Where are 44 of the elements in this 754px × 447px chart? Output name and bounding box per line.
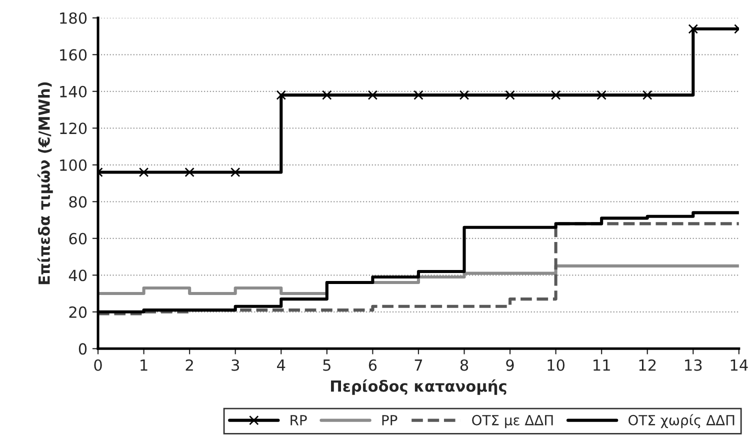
x-tick-label: 11 xyxy=(594,360,610,371)
x-tick-label: 8 xyxy=(460,359,468,371)
x-tick-label: 1 xyxy=(140,360,148,371)
point xyxy=(596,90,606,100)
y-tick-label: 20 xyxy=(69,306,87,318)
x-tick-label: 4 xyxy=(277,360,286,371)
x-tick-label: 3 xyxy=(232,359,239,371)
y-tick-label: 120 xyxy=(60,122,87,134)
point xyxy=(276,90,286,100)
y-tick-label: 60 xyxy=(69,232,87,244)
point xyxy=(688,24,698,34)
y-tick-label: 0 xyxy=(78,343,87,355)
y-tick-label: 80 xyxy=(69,196,87,208)
legend-label: ΟΤΣ με ΔΔΠ xyxy=(472,414,553,428)
y-tick-label: 160 xyxy=(60,49,87,61)
point xyxy=(459,90,470,100)
y-tick-label: 180 xyxy=(60,12,87,24)
x-tick-label: 0 xyxy=(94,359,102,371)
legend-label: ΟΤΣ χωρίς ΔΔΠ xyxy=(628,414,734,428)
point xyxy=(505,90,515,100)
x-tick-label: 13 xyxy=(685,359,702,371)
y-tick-label: 140 xyxy=(60,86,87,98)
y-tick-label: 40 xyxy=(68,270,87,282)
point xyxy=(550,90,561,100)
legend-label: RP xyxy=(290,415,307,426)
x-tick-label: 14 xyxy=(730,360,748,371)
point xyxy=(184,167,194,178)
point xyxy=(642,90,652,100)
x-axis-title: Περίοδος κατανομής xyxy=(331,379,506,395)
point xyxy=(368,90,378,100)
x-tick-label: 7 xyxy=(414,360,422,371)
x-tick-label: 10 xyxy=(548,359,565,371)
y-tick-label: 100 xyxy=(60,159,87,171)
x-tick-label: 9 xyxy=(506,359,514,371)
x-tick-label: 6 xyxy=(368,359,377,371)
point xyxy=(230,167,240,178)
point xyxy=(322,90,332,100)
point xyxy=(138,167,149,178)
x-tick-label: 5 xyxy=(323,360,330,371)
x-tick-label: 2 xyxy=(186,359,193,371)
legend-label: PP xyxy=(382,415,398,426)
y-axis-title: Επίπεδα τιμών (€/MWh) xyxy=(37,82,53,284)
point xyxy=(414,90,424,100)
x-tick-label: 12 xyxy=(639,359,656,371)
